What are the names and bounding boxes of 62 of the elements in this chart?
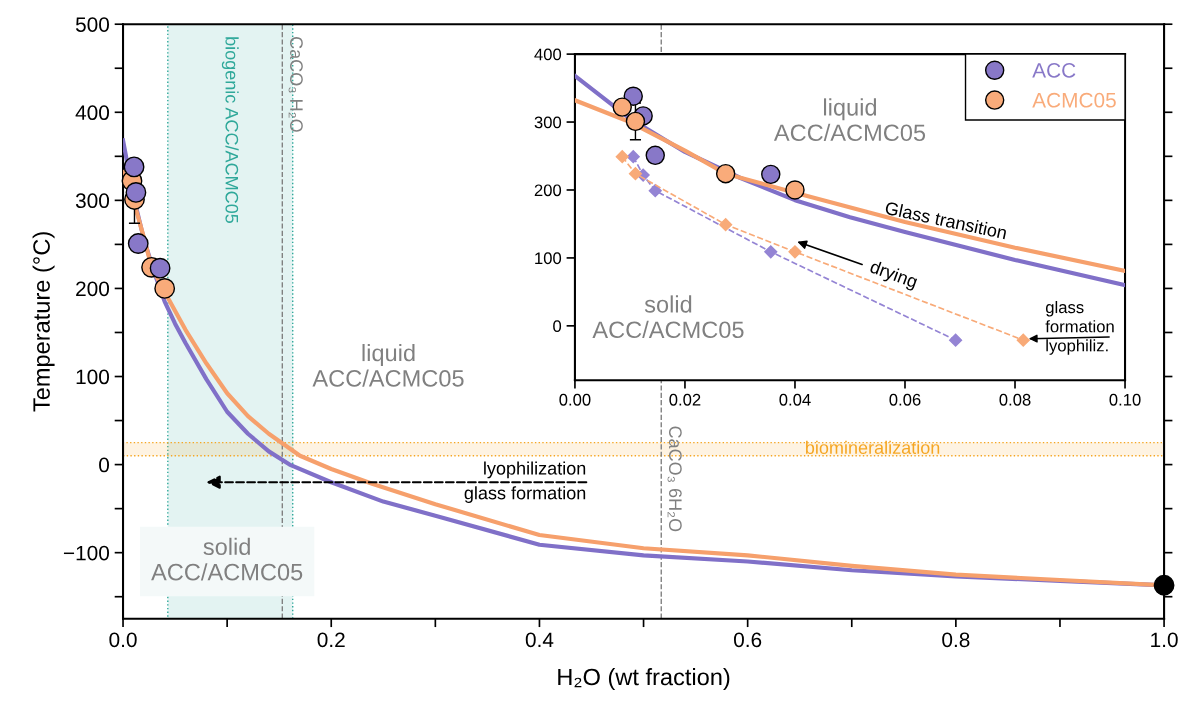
- x-tick-label: 0.02: [669, 393, 701, 406]
- point: [788, 245, 802, 259]
- x-tick-label: 0.6: [733, 632, 762, 648]
- point: [154, 278, 176, 299]
- y-tick-label: 0: [99, 457, 110, 473]
- point: [715, 163, 736, 184]
- annotation: glass formation lyophiliz.: [1045, 300, 1114, 355]
- point: [785, 180, 805, 200]
- y-tick-label: 300: [534, 116, 562, 129]
- point: [612, 97, 632, 117]
- y-tick-label: 200: [534, 184, 562, 197]
- ref-line-label: CaCO₃ H₂O: [288, 37, 303, 132]
- band-label: biogenic ACC/ACMC05: [221, 37, 239, 224]
- annotation: liquid ACC/ACMC05: [312, 343, 464, 387]
- x-tick-label: 0.04: [779, 393, 811, 406]
- point: [625, 111, 646, 132]
- y-tick-label: 400: [75, 105, 110, 121]
- x-tick-label: 0.8: [942, 632, 970, 648]
- point: [123, 156, 145, 178]
- point: [628, 167, 643, 181]
- x-tick-label: 0.4: [525, 632, 554, 648]
- annotation: drying: [868, 259, 919, 292]
- band-label: biomineralization: [806, 440, 940, 455]
- point: [1016, 333, 1030, 347]
- point: [626, 150, 640, 164]
- point: [1153, 574, 1175, 596]
- x-tick-label: 0.00: [559, 393, 591, 406]
- x-tick-label: 0.08: [999, 393, 1031, 406]
- point: [615, 150, 629, 164]
- y-tick-label: 300: [75, 193, 110, 209]
- annotation: solid ACC/ACMC05: [592, 295, 744, 339]
- point: [645, 145, 665, 166]
- x-tick-label: 0.2: [317, 632, 345, 648]
- point: [761, 164, 781, 185]
- y-tick-label: 100: [76, 369, 110, 385]
- annotation: lyophilization glass formation: [464, 461, 586, 503]
- point: [719, 218, 733, 232]
- x-tick-label: 0.10: [1109, 393, 1141, 406]
- y-tick-label: 100: [535, 252, 562, 265]
- y-axis-title: Temperature (°C): [32, 232, 55, 412]
- annotation: liquid ACC/ACMC05: [773, 98, 926, 142]
- point: [149, 257, 171, 279]
- x-axis-title: H₂O (wt fraction): [558, 668, 730, 691]
- annotation: solid ACC/ACMC05: [151, 537, 303, 581]
- point: [648, 184, 662, 198]
- y-tick-label: 500: [75, 17, 110, 32]
- y-tick-label: 0: [553, 320, 562, 333]
- point: [764, 245, 778, 259]
- x-tick-label: 1.0: [1151, 632, 1178, 648]
- point: [127, 233, 149, 254]
- point: [949, 333, 963, 347]
- y-tick-label: 200: [76, 281, 110, 297]
- point: [125, 182, 147, 203]
- y-tick-label: −100: [63, 545, 110, 561]
- ref-line-label: CaCO₃ 6H₂O: [667, 426, 682, 532]
- point: [623, 86, 643, 106]
- legend-label: ACC: [1032, 63, 1076, 78]
- annotation: Glass transition: [884, 200, 1008, 240]
- y-tick-label: 400: [534, 48, 562, 61]
- x-tick-label: 0.06: [889, 393, 921, 406]
- x-tick-label: 0.0: [109, 632, 137, 648]
- legend-label: ACMC05: [1032, 92, 1116, 108]
